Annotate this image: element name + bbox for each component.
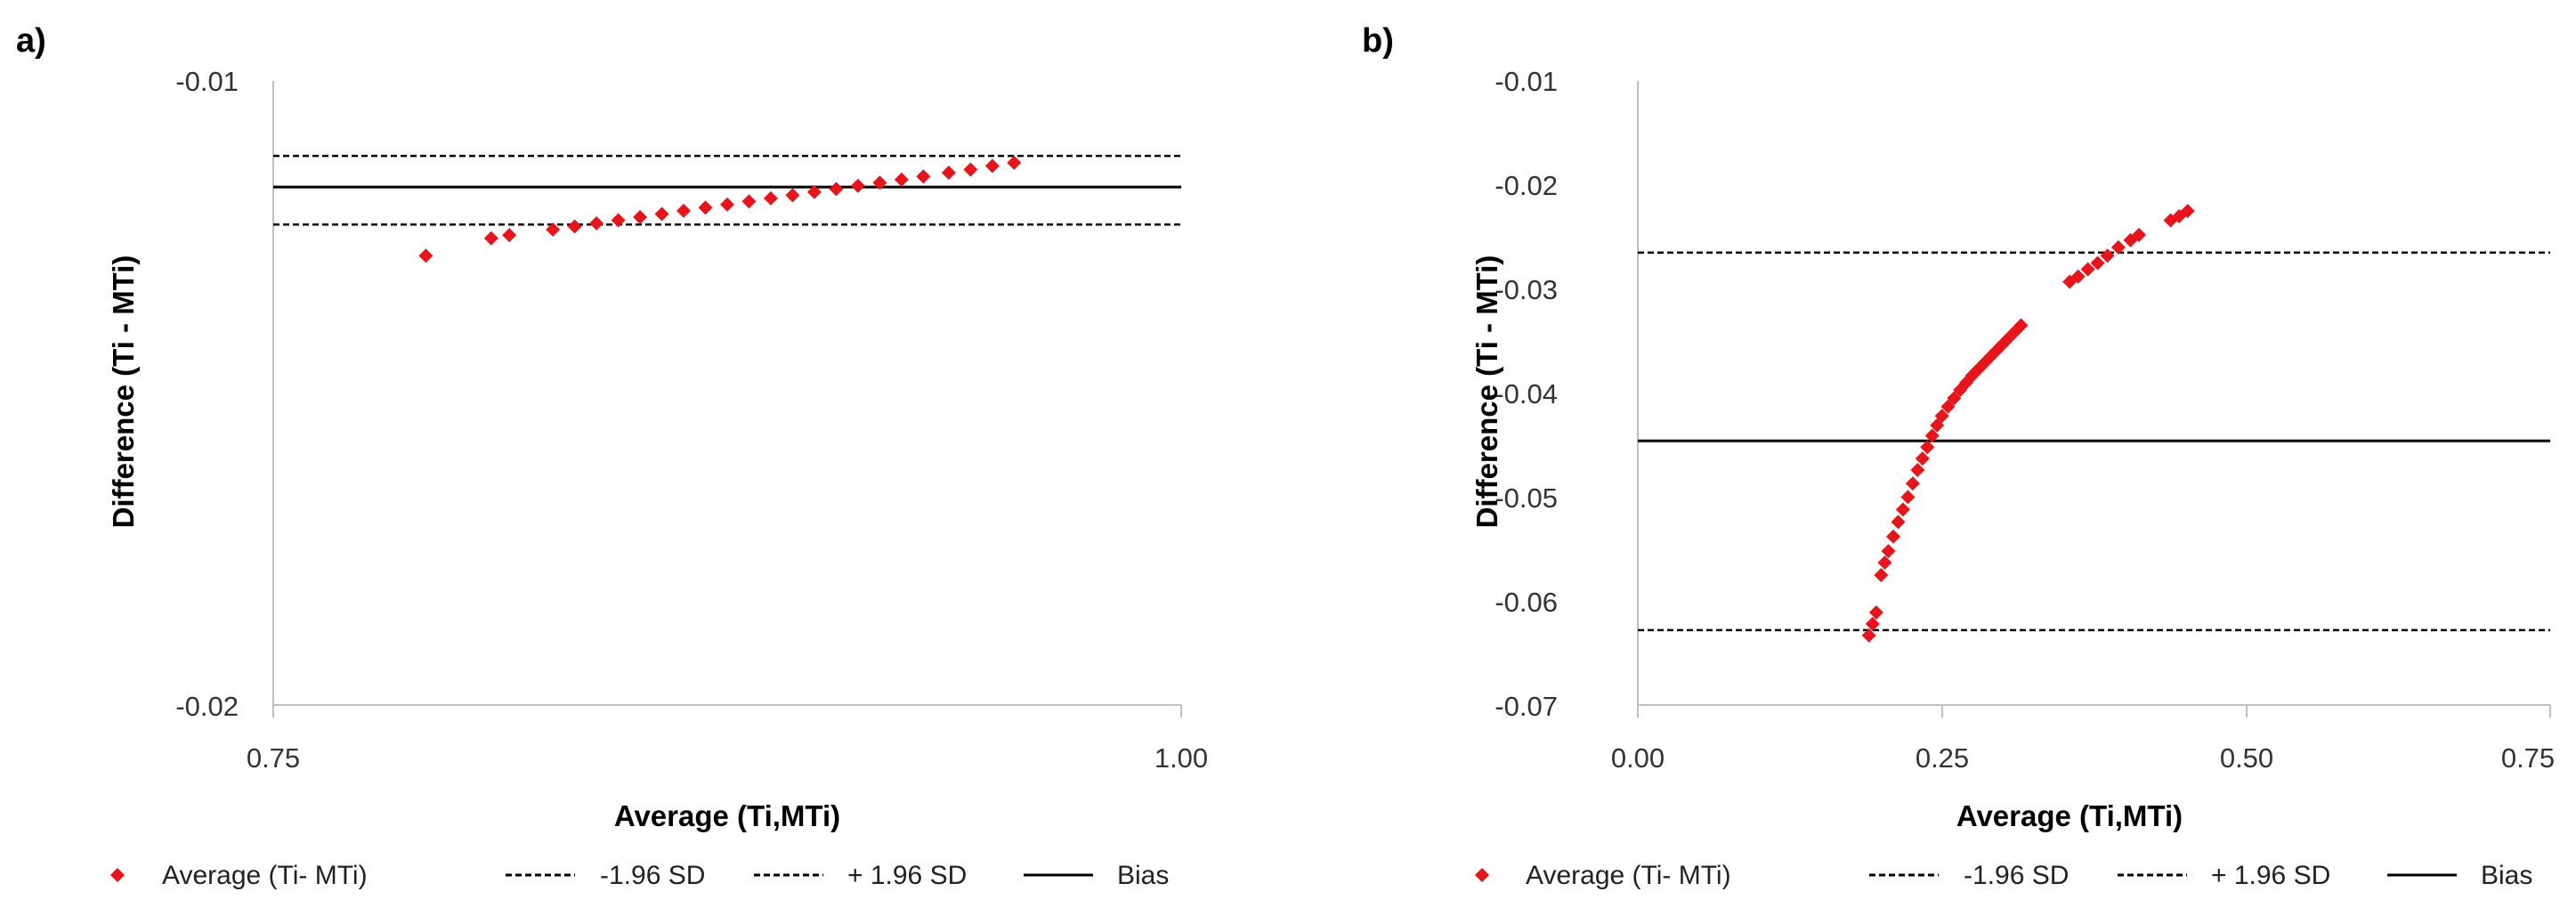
panel-a-reference-lines [273,154,1181,226]
panel-b-ytick-label-6: -0.07 [1495,691,1558,722]
panel-b-y-tick-labels: -0.01 -0.02 -0.03 -0.04 -0.05 -0.06 -0.0… [1495,66,1558,722]
panel-b-point [1895,502,1910,517]
panel-a-point [763,190,778,206]
panel-b-point [2013,318,2029,333]
panel-b-point [1868,605,1883,620]
panel-a-point [654,207,669,222]
panel-b-point [1865,616,1880,631]
panel-b-point [2080,262,2095,277]
panel-a-legend: Average (Ti- MTi) -1.96 SD + 1.96 SD Bia… [110,861,1169,890]
panel-b-label: b) [1362,22,1394,60]
panel-b-point [1886,529,1900,544]
panel-b-ytick-label-1: -0.02 [1495,170,1558,201]
panel-b-point [2090,255,2105,271]
panel-a-point [785,188,800,203]
panel-a-point [850,178,865,193]
panel-b-xtick-label-0: 0.00 [1611,742,1665,774]
panel-b-reference-lines [1638,251,2550,632]
panel-a-point [872,175,887,190]
panel-b-legend: Average (Ti- MTi) -1.96 SD + 1.96 SD Bia… [1475,861,2532,890]
panel-b-legend-label-plus-sd: + 1.96 SD [2211,861,2330,890]
panel-b-point [2180,204,2195,219]
panel-a-legend-label-minus-sd: -1.96 SD [600,861,705,890]
panel-a-point [611,213,626,228]
panel-b-legend-marker-points [1475,868,1489,882]
panel-b-point [1947,391,1962,406]
panel-b-y-axis-title: Difference (Ti - MTi) [1470,255,1503,529]
panel-a-legend-marker-points [110,868,125,882]
panel-a-y-axis-title: Difference (Ti - MTi) [107,255,140,529]
panel-a-point [633,209,648,224]
panel-a-point [829,182,844,197]
panel-a-y-tick-labels: -0.01 -0.02 [175,66,239,722]
panel-a-point [984,158,1000,174]
panel-b-point [2070,269,2086,284]
panel-b-ytick-label-2: -0.03 [1495,274,1558,305]
panel-a-ytick-label-0: -0.01 [175,66,239,97]
panel-a-point [418,248,433,263]
panel-b-point [1940,399,1956,414]
panel-a-point [546,222,561,237]
panel-a-ytick-label-1: -0.02 [175,691,239,722]
panel-b-point [1874,567,1889,582]
panel-b-xtick-label-3: 0.75 [2501,742,2555,774]
panel-a-x-axis-title: Average (Ti,MTi) [614,799,840,832]
panel-b-legend-label-bias: Bias [2481,861,2532,890]
panel-a-point [894,172,909,187]
panel-b-point [1920,440,1935,455]
panel-b-point [1881,544,1896,559]
panel-a-xtick-label-0: 0.75 [247,742,300,774]
panel-a-legend-label-bias: Bias [1117,861,1169,890]
panel-a-point [589,215,604,231]
panel-a-points [418,155,1022,263]
panel-b-point [1861,628,1876,643]
panel-a-point [483,231,498,246]
panel-b-ytick-label-0: -0.01 [1495,66,1558,97]
panel-b-point [1924,428,1940,443]
panel-a-point [916,169,931,184]
panel-a-point [741,194,757,209]
panel-b-xtick-label-2: 0.50 [2220,742,2273,774]
panel-b-legend-label-minus-sd: -1.96 SD [1964,861,2069,890]
panel-b-point [1934,409,1949,424]
panel-b-xtick-label-1: 0.25 [1916,742,1969,774]
panel-a-point [941,166,956,181]
panel-a-xtick-label-1: 1.00 [1154,742,1208,774]
panel-a-x-tick-labels: 0.75 1.00 [247,742,1208,774]
panel-b-point [1905,476,1920,491]
panel-a-legend-label-points: Average (Ti- MTi) [162,861,368,890]
panel-b-point [1915,451,1930,466]
panel-a-point [720,197,734,212]
panel-b: b) -0.01 -0.02 -0.03 -0.04 -0.05 -0.06 -… [1362,22,2555,890]
panel-a-point [502,228,517,243]
panel-a-legend-label-plus-sd: + 1.96 SD [847,861,967,890]
panel-b-point [2132,227,2147,242]
panel-b-legend-label-points: Average (Ti- MTi) [1526,861,1731,890]
panel-a-point [698,200,713,215]
panel-b-point [1891,515,1906,530]
panel-b-point [1900,490,1916,505]
panel-a-point [676,203,692,218]
panel-b-x-axis-title: Average (Ti,MTi) [1956,799,2183,832]
panel-b-ytick-label-3: -0.04 [1495,378,1558,409]
panel-b-point [1910,462,1925,477]
panel-b-points [1861,204,2195,643]
panel-b-point [2110,239,2126,255]
panel-a: a) -0.01 -0.02 0.75 1.00 Average (Ti,MTi… [16,22,1208,890]
panel-b-ytick-label-4: -0.05 [1495,482,1558,514]
panel-b-point [2100,248,2115,263]
panel-b-ytick-label-5: -0.06 [1495,587,1558,618]
panel-a-point [963,162,978,177]
panel-a-point [806,184,822,199]
panel-b-x-tick-labels: 0.00 0.25 0.50 0.75 [1611,742,2555,774]
panel-b-point [1877,555,1892,570]
panel-a-label: a) [16,22,46,60]
panel-a-point [1007,155,1022,170]
panel-a-point [567,219,582,234]
